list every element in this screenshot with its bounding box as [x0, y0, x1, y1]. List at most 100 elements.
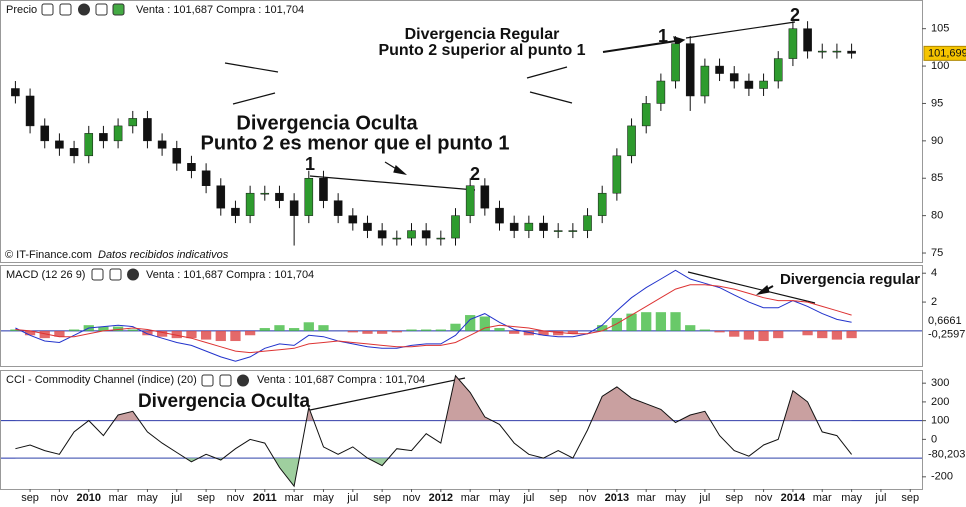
- drawn-lines: [224, 21, 816, 411]
- histogram-bar: [171, 330, 182, 339]
- histogram-bar: [465, 315, 476, 331]
- x-tick-label: may: [665, 492, 686, 504]
- histogram-bar: [303, 322, 314, 331]
- candle-body: [392, 237, 402, 240]
- histogram-bar: [274, 325, 285, 331]
- x-tick-label: mar: [285, 492, 304, 504]
- candle-body: [436, 237, 446, 240]
- last-value-label: -80,203: [928, 448, 965, 460]
- x-tick-label: mar: [109, 492, 128, 504]
- histogram-bar: [714, 330, 725, 333]
- histogram-bar: [391, 330, 402, 333]
- y-tick-label: 85: [931, 172, 943, 184]
- annotation: Divergencia Oculta: [138, 391, 311, 412]
- candle-body: [216, 185, 226, 209]
- annotation: Punto 2 es menor que el punto 1: [201, 132, 510, 154]
- y-tick-label: 4: [931, 267, 937, 279]
- annotation: Punto 2 superior al punto 1: [378, 42, 585, 59]
- annotation: Divergencia Oculta: [236, 112, 418, 134]
- candle-body: [568, 230, 578, 232]
- x-tick-label: jul: [698, 492, 710, 504]
- histogram-bar: [318, 325, 329, 331]
- candle-body: [201, 170, 211, 186]
- y-tick-label: 100: [931, 415, 949, 427]
- candle-body: [656, 80, 666, 104]
- histogram-bar: [509, 330, 520, 334]
- histogram-bar: [200, 330, 212, 340]
- histogram-bar: [347, 330, 358, 333]
- candle-body: [817, 50, 827, 53]
- panel-frames: [0, 0, 923, 490]
- settings-icon[interactable]: [41, 3, 54, 16]
- last-value-label: 101,699: [928, 47, 966, 59]
- histogram-bar: [230, 330, 241, 342]
- candle-body: [495, 207, 504, 224]
- settings-icon[interactable]: [201, 374, 214, 387]
- x-tick-label: 2010: [77, 492, 101, 504]
- close-icon[interactable]: [127, 268, 139, 281]
- candle-body: [524, 222, 534, 231]
- candle-body: [407, 230, 416, 239]
- candle-body: [319, 177, 328, 201]
- annotation: 2: [790, 5, 800, 25]
- divergence-line: [309, 175, 476, 191]
- y-tick-label: -200: [931, 471, 953, 483]
- export-icon[interactable]: [95, 3, 108, 16]
- histogram-bar: [538, 330, 549, 336]
- x-tick-label: 2012: [429, 492, 453, 504]
- histogram-bar: [127, 329, 138, 331]
- candle-body: [773, 58, 783, 82]
- last-value-label: -0,2597: [928, 329, 965, 341]
- candle-body: [187, 163, 196, 172]
- panel-quote: Venta : 101,687 Compra : 101,704: [136, 4, 304, 16]
- candle-body: [803, 28, 812, 52]
- settings-icon[interactable]: [91, 268, 104, 281]
- x-tick-label: sep: [21, 492, 39, 504]
- histogram-bar: [362, 330, 373, 334]
- histogram-bar: [186, 330, 197, 339]
- histogram-bar: [421, 329, 432, 331]
- header-icons: [41, 3, 249, 387]
- panel-quote: Venta : 101,687 Compra : 101,704: [257, 374, 425, 386]
- y-tick-label: 2: [931, 296, 937, 308]
- y-tick-label: 0: [931, 433, 937, 445]
- x-tick-label: mar: [813, 492, 832, 504]
- histogram-bar: [39, 330, 50, 339]
- up-icon[interactable]: [112, 3, 125, 16]
- window-icon[interactable]: [219, 374, 232, 387]
- x-tick-label: sep: [901, 492, 919, 504]
- candle-body: [583, 215, 592, 231]
- candle-body: [348, 215, 358, 224]
- x-tick-label: nov: [755, 492, 773, 504]
- histogram-bar: [112, 326, 124, 331]
- x-tick-label: nov: [403, 492, 421, 504]
- x-tick-label: jul: [170, 492, 182, 504]
- histogram-bar: [567, 330, 578, 334]
- y-tick-label: 100: [931, 60, 949, 72]
- candle-body: [25, 95, 35, 127]
- candle-body: [671, 43, 680, 82]
- close-icon[interactable]: [78, 3, 90, 16]
- y-tick-label: 80: [931, 210, 943, 222]
- divergence-line: [685, 21, 796, 39]
- window-icon[interactable]: [109, 268, 122, 281]
- x-tick-label: may: [841, 492, 862, 504]
- series-line: [15, 374, 852, 488]
- histogram-bar: [435, 329, 446, 331]
- candle-body: [304, 177, 314, 216]
- candle-body: [627, 125, 636, 157]
- close-icon[interactable]: [237, 374, 249, 387]
- candle-body: [69, 148, 79, 157]
- arrow: [602, 40, 677, 53]
- last-value-label: 0,6661: [928, 315, 962, 327]
- window-icon[interactable]: [59, 3, 72, 16]
- candle-body: [759, 80, 768, 89]
- histogram-bar: [68, 329, 80, 331]
- candle-body: [275, 192, 284, 201]
- histogram-bar: [670, 312, 681, 331]
- candle-body: [421, 230, 431, 239]
- candle-body: [715, 65, 724, 74]
- candle-body: [289, 200, 299, 216]
